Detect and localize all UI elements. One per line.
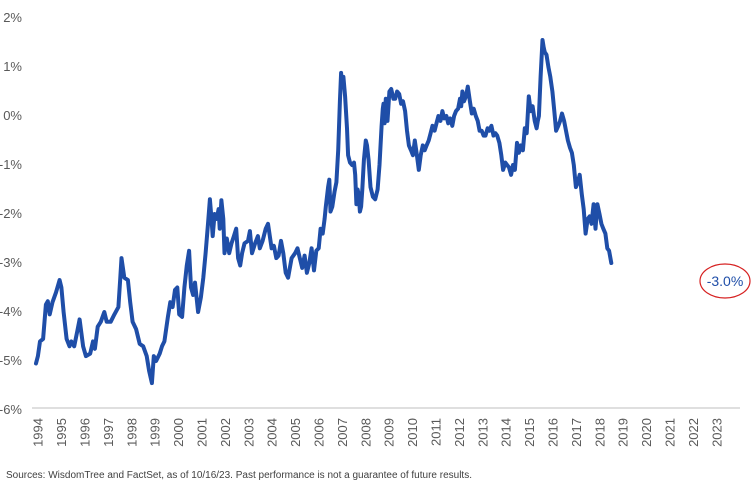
x-tick-label: 2002 (218, 418, 233, 447)
source-note: Sources: WisdomTree and FactSet, as of 1… (6, 470, 472, 481)
x-tick-label: 2003 (241, 418, 256, 447)
x-tick-label: 2021 (663, 418, 678, 447)
y-tick-label: 1% (3, 59, 22, 74)
x-tick-label: 2019 (616, 418, 631, 447)
x-axis-ticks: 1994 1995 1996 1997 1998 1999 2000 2001 2002 2003… (31, 418, 725, 447)
x-tick-label: 2004 (265, 418, 280, 447)
x-tick-label: 2018 (592, 418, 607, 447)
x-tick-label: 2020 (639, 418, 654, 447)
x-tick-label: 2006 (312, 418, 327, 447)
x-tick-label: 2001 (195, 418, 210, 447)
x-tick-label: 2014 (499, 418, 514, 447)
annotation-label: -3.0% (707, 273, 744, 289)
x-tick-label: 2023 (709, 418, 724, 447)
y-tick-label: -1% (0, 157, 22, 172)
x-tick-label: 2012 (452, 418, 467, 447)
x-tick-label: 2007 (335, 418, 350, 447)
x-tick-label: 2013 (475, 418, 490, 447)
x-tick-label: 1996 (78, 418, 93, 447)
y-tick-label: 2% (3, 10, 22, 25)
x-tick-label: 1998 (124, 418, 139, 447)
annotation-circle (699, 263, 751, 299)
y-tick-label: -4% (0, 304, 22, 319)
x-tick-label: 2022 (686, 418, 701, 447)
x-tick-label: 2008 (358, 418, 373, 447)
x-tick-label: 1999 (148, 418, 163, 447)
x-tick-label: 2005 (288, 418, 303, 447)
y-tick-label: 0% (3, 108, 22, 123)
x-tick-label: 2015 (522, 418, 537, 447)
y-tick-label: -2% (0, 206, 22, 221)
y-tick-label: -3% (0, 255, 22, 270)
x-tick-label: 2000 (171, 418, 186, 447)
x-tick-label: 2010 (405, 418, 420, 447)
x-tick-label: 1995 (54, 418, 69, 447)
y-tick-label: -5% (0, 353, 22, 368)
x-tick-label: 2011 (429, 418, 444, 446)
series-line (34, 38, 614, 386)
x-tick-label: 1994 (31, 418, 46, 447)
x-tick-label: 2017 (569, 418, 584, 447)
x-tick-label: 2016 (546, 418, 561, 447)
y-tick-label: -6% (0, 402, 22, 417)
y-axis-ticks: 2% 1% 0% -1% -2% -3% -4% -5% -6% (0, 10, 22, 417)
line-chart: 2%1%0%-1%-2%-3%-4%-5%-6% 1994 1995 1996 199… (0, 10, 751, 447)
x-tick-label: 2009 (382, 418, 397, 447)
x-tick-label: 1997 (101, 418, 116, 447)
